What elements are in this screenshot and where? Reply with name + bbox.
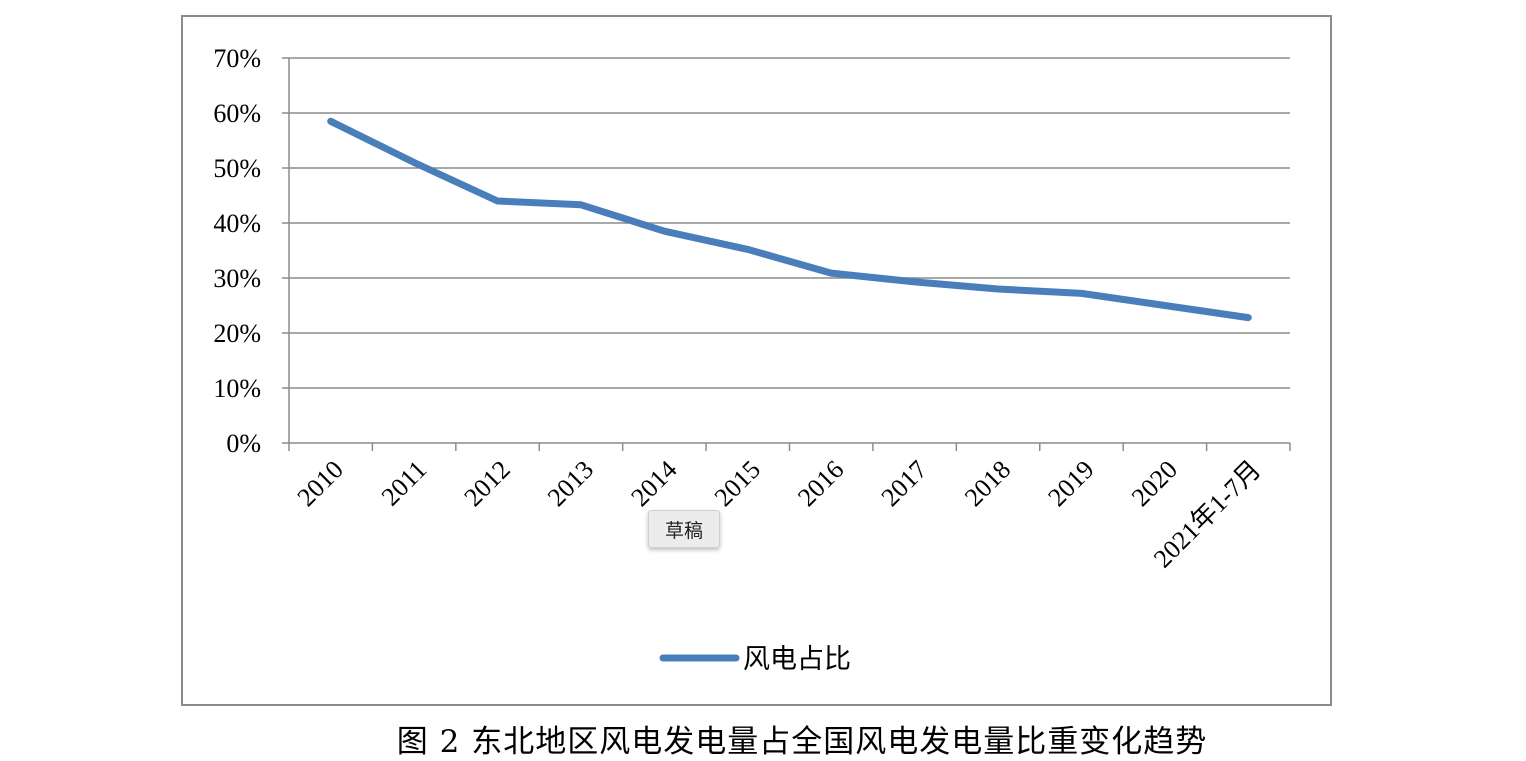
x-tick-label: 2019: [1042, 455, 1099, 512]
line-chart: 0% 10% 20% 30% 40% 50% 60% 70% 2010 2011 2012 2013…: [183, 17, 1334, 708]
series-line: [331, 121, 1249, 317]
y-tick-label: 30%: [213, 264, 261, 293]
y-tick-label: 10%: [213, 374, 261, 403]
x-tick-label: 2014: [625, 455, 682, 512]
y-tick-label: 0%: [226, 429, 261, 458]
x-tick-label: 2016: [792, 455, 849, 512]
x-tick-label: 2012: [459, 455, 516, 512]
draft-badge[interactable]: 草稿: [648, 510, 720, 548]
figure-caption: 图 2 东北地区风电发电量占全国风电发电量比重变化趋势: [0, 716, 1526, 761]
x-tick-label: 2010: [292, 455, 349, 512]
y-tick-label: 50%: [213, 154, 261, 183]
x-tick-label: 2013: [542, 455, 599, 512]
x-tick-label: 2020: [1126, 455, 1183, 512]
x-tick-label: 2011: [376, 455, 433, 512]
y-tick-label: 70%: [213, 44, 261, 73]
x-tick-label: 2015: [709, 455, 766, 512]
x-tick-label: 2017: [876, 455, 933, 512]
y-tick-label: 20%: [213, 319, 261, 348]
y-tick-label: 40%: [213, 209, 261, 238]
x-tick-label: 2018: [959, 455, 1016, 512]
legend-label: 风电占比: [743, 644, 851, 675]
chart-frame: 0% 10% 20% 30% 40% 50% 60% 70% 2010 2011 2012 2013…: [181, 15, 1332, 706]
y-tick-label: 60%: [213, 99, 261, 128]
